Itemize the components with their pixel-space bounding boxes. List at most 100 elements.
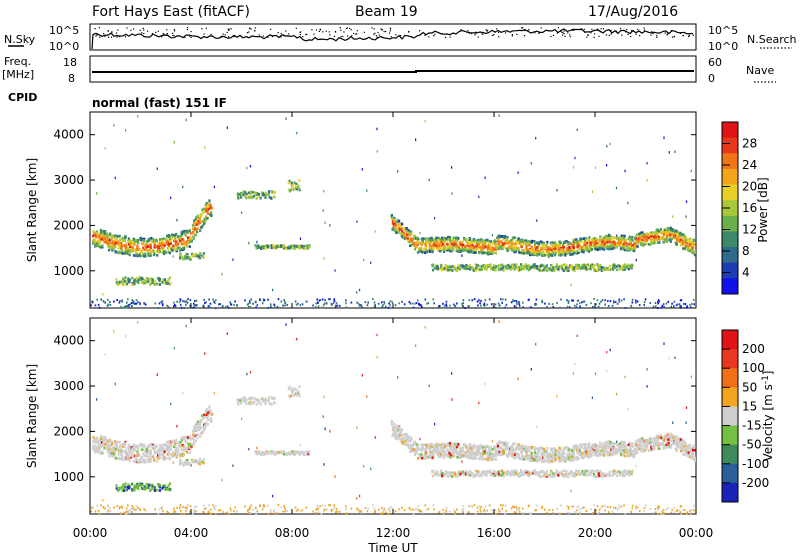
velocity-cell (139, 442, 142, 446)
velocity-cell (117, 447, 120, 450)
power-cell (509, 265, 512, 269)
velocity-cell (94, 440, 98, 444)
power-cell (163, 244, 166, 248)
power-cell (645, 241, 648, 244)
velocity-cell (494, 457, 497, 461)
power-cell (585, 304, 588, 306)
power-cell (108, 241, 111, 245)
power-cell (678, 303, 681, 306)
power-cell (120, 279, 124, 283)
power-cell (516, 241, 519, 244)
power-cell (290, 183, 293, 186)
power-cell (98, 306, 101, 309)
power-cell (299, 237, 302, 240)
velocity-cell (133, 446, 137, 449)
velocity-cell (595, 454, 598, 457)
colorbar-swatch (722, 184, 738, 201)
power-cell (595, 242, 598, 246)
power-cell (162, 237, 165, 240)
power-cell (683, 239, 686, 242)
velocity-cell (465, 444, 468, 447)
power-cell (657, 299, 660, 302)
power-cell (501, 301, 503, 304)
power-cell (126, 279, 129, 283)
noise-dot (280, 35, 282, 37)
velocity-cell (487, 451, 490, 455)
power-cell (193, 222, 196, 225)
velocity-cell (611, 447, 614, 450)
velocity-cell (394, 432, 398, 435)
power-cell (372, 298, 374, 301)
noise-dot (625, 31, 627, 33)
nave-right-tick-bottom: 0 (708, 72, 715, 85)
power-cell (496, 236, 499, 240)
power-cell (148, 251, 151, 255)
power-cell (466, 265, 469, 269)
power-cell (439, 247, 442, 250)
power-cell (121, 236, 124, 240)
noise-dot (521, 27, 523, 29)
power-cell (609, 237, 612, 241)
velocity-cell (536, 454, 539, 457)
power-cell (361, 168, 363, 171)
velocity-cell (631, 453, 634, 457)
velocity-cell (500, 446, 503, 450)
power-cell (272, 245, 275, 249)
power-cell (650, 240, 653, 243)
power-cell (380, 307, 383, 309)
velocity-cell (501, 441, 504, 444)
power-cell (609, 247, 612, 251)
power-cell (167, 305, 170, 308)
noise-dot (224, 34, 226, 36)
power-cell (249, 192, 252, 195)
power-cell (642, 235, 645, 239)
power-cell (173, 247, 176, 250)
velocity-cell (93, 444, 96, 447)
noise-dot (155, 31, 157, 33)
velocity-cell (421, 443, 424, 446)
power-cell (489, 246, 492, 250)
power-cell (493, 241, 496, 245)
velocity-cell (530, 451, 533, 455)
power-cell (576, 299, 579, 302)
power-cell (125, 129, 127, 132)
power-cell (161, 251, 164, 254)
noise-dot (639, 35, 641, 37)
power-cell (486, 238, 489, 242)
power-cell (168, 245, 171, 249)
noise-dot (227, 28, 229, 30)
cpid-text: normal (fast) 151 IF (92, 96, 227, 110)
power-cell (193, 302, 195, 305)
noise-dot (381, 29, 383, 31)
power-cell (480, 299, 482, 302)
noise-dot (254, 30, 256, 32)
velocity-cell (188, 451, 191, 454)
power-cell (157, 246, 160, 250)
power-cell (199, 216, 202, 220)
noise-dot (524, 29, 526, 32)
power-cell (516, 302, 518, 305)
power-cell (114, 251, 117, 254)
velocity-cell (201, 414, 204, 418)
power-cell (213, 185, 215, 189)
velocity-cell (634, 450, 637, 453)
velocity-cell (457, 453, 461, 457)
power-cell (607, 305, 610, 307)
power-cell (669, 240, 672, 243)
power-cell (565, 252, 569, 255)
velocity-cell (498, 450, 501, 453)
noise-dot (356, 33, 358, 35)
velocity-cell (183, 435, 186, 439)
velocity-cell (625, 445, 628, 448)
power-cell (520, 245, 523, 249)
power-cell (350, 301, 353, 304)
power-cell (622, 247, 625, 251)
power-cell (118, 242, 121, 245)
noise-dot (385, 30, 387, 33)
power-cell (437, 242, 440, 245)
velocity-cell (99, 451, 102, 455)
noise-dot (561, 31, 563, 33)
velocity-cell (471, 445, 474, 448)
power-cell (535, 246, 539, 249)
power-cell (118, 280, 121, 284)
